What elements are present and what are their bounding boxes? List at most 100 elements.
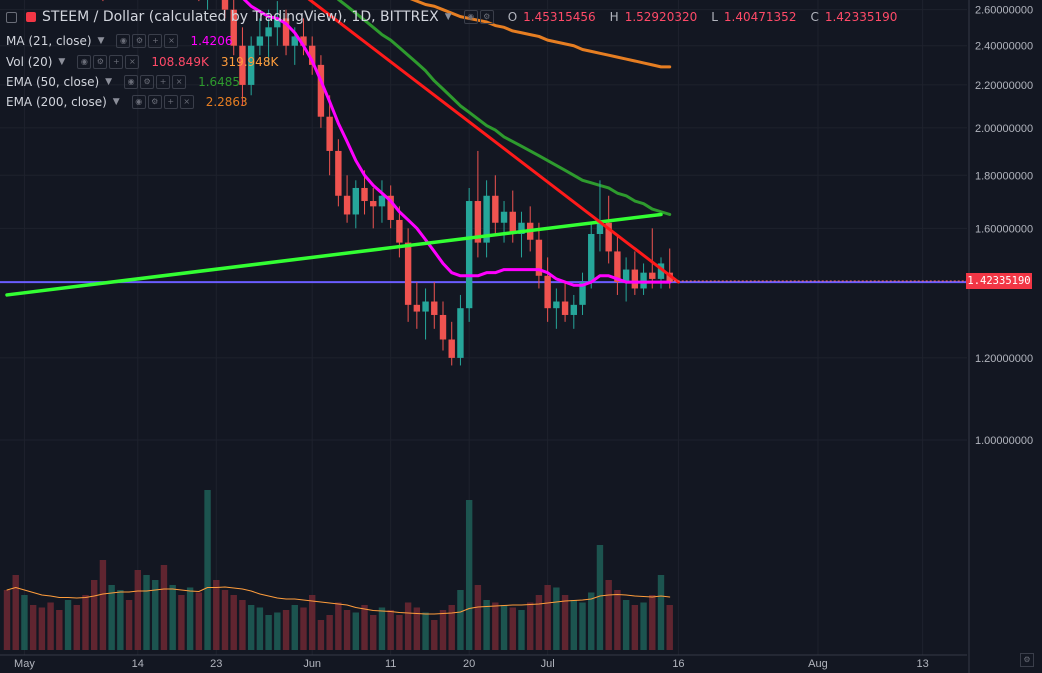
chevron-down-icon[interactable]: ▼: [105, 77, 113, 87]
volume-bar: [544, 585, 551, 650]
volume-bar: [204, 490, 211, 650]
candle-body: [492, 195, 499, 223]
candle-body: [274, 18, 281, 28]
price-tick-label: 1.60000000: [975, 223, 1033, 235]
eye-icon[interactable]: ◉: [131, 95, 146, 109]
symbol-title[interactable]: STEEM / Dollar (calculated by TradingVie…: [42, 9, 439, 25]
indicator-name[interactable]: EMA (50, close): [6, 75, 100, 89]
price-tick-label: 2.20000000: [975, 80, 1033, 92]
candle-body: [396, 219, 403, 243]
candle-body: [300, 36, 307, 46]
gear-icon[interactable]: ⚙: [132, 34, 147, 48]
close-icon[interactable]: ×: [125, 55, 140, 69]
candle-body: [230, 9, 237, 46]
time-tick-label: Jul: [541, 658, 555, 670]
candle-body: [265, 27, 272, 37]
volume-bar: [361, 605, 368, 650]
indicator-toolbar[interactable]: ◉ ⚙ + ×: [77, 55, 140, 69]
volume-bar: [73, 605, 80, 650]
add-icon[interactable]: +: [148, 34, 163, 48]
volume-bar: [352, 612, 359, 650]
indicator-volume[interactable]: Vol (20) ▼ ◉ ⚙ + × 108.849K 319.948K: [6, 53, 278, 71]
candle-body: [448, 339, 455, 358]
add-icon[interactable]: +: [109, 55, 124, 69]
candle-body: [422, 301, 429, 312]
volume-bar: [134, 570, 141, 650]
candle-body: [335, 150, 342, 196]
time-tick-label: 23: [210, 658, 222, 670]
indicator-ema50[interactable]: EMA (50, close) ▼ ◉ ⚙ + × 1.6485: [6, 73, 240, 91]
candle-body: [535, 239, 543, 276]
volume-bar: [570, 600, 577, 650]
candle-body: [361, 187, 368, 202]
volume-bar: [553, 587, 560, 650]
close-icon[interactable]: ×: [164, 34, 179, 48]
volume-bar: [291, 605, 298, 650]
eye-icon[interactable]: ◉: [77, 55, 92, 69]
volume-bar: [387, 610, 394, 650]
candle-body: [309, 45, 316, 65]
time-tick-label: 14: [132, 658, 144, 670]
gear-icon[interactable]: ⚙: [93, 55, 108, 69]
indicator-ma21[interactable]: MA (21, close) ▼ ◉ ⚙ + × 1.4206: [6, 32, 232, 50]
indicator-toolbar[interactable]: ◉ ⚙ + ×: [131, 95, 194, 109]
candle-body: [614, 251, 621, 283]
time-tick-label: May: [14, 658, 35, 670]
volume-bar: [213, 580, 220, 650]
eye-icon[interactable]: ◉: [116, 34, 131, 48]
candle-body: [247, 45, 255, 85]
volume-bar: [12, 575, 19, 650]
last-price-label: 1.42335190: [966, 273, 1032, 289]
volume-bar: [500, 605, 508, 650]
volume-bar: [396, 615, 403, 650]
eye-icon[interactable]: ◉: [463, 10, 478, 24]
candle-body: [282, 18, 290, 46]
candle-body: [666, 272, 673, 283]
chevron-down-icon[interactable]: ▼: [444, 12, 452, 22]
volume-bar: [56, 610, 63, 650]
price-tick-label: 2.60000000: [975, 5, 1033, 17]
ma21-line: [242, 0, 672, 287]
eye-icon[interactable]: ◉: [124, 75, 139, 89]
candle-body: [457, 308, 464, 358]
time-tick-label: 20: [463, 658, 475, 670]
candle-body: [256, 36, 264, 46]
indicator-name[interactable]: MA (21, close): [6, 34, 92, 48]
indicator-value: 108.849K: [151, 55, 209, 69]
indicator-ema200[interactable]: EMA (200, close) ▼ ◉ ⚙ + × 2.2863: [6, 93, 248, 111]
chevron-down-icon[interactable]: ▼: [97, 36, 105, 46]
gear-icon[interactable]: ⚙: [147, 95, 162, 109]
indicator-toolbar[interactable]: ◉ ⚙ + ×: [116, 34, 179, 48]
volume-bar: [474, 585, 482, 650]
volume-bar: [108, 585, 115, 650]
volume-bar: [335, 602, 342, 650]
gear-icon[interactable]: ⚙: [479, 10, 494, 24]
chevron-down-icon[interactable]: ▼: [58, 57, 66, 67]
volume-bar: [274, 612, 281, 650]
volume-bar: [47, 602, 54, 650]
volume-bar: [82, 595, 89, 650]
close-icon[interactable]: ×: [179, 95, 194, 109]
add-icon[interactable]: +: [163, 95, 178, 109]
price-tick-label: 1.80000000: [975, 170, 1033, 182]
candle-body: [588, 233, 595, 283]
indicator-toolbar[interactable]: ◉ ⚙ + ×: [124, 75, 187, 89]
candle-body: [649, 272, 656, 279]
gear-icon[interactable]: ⚙: [140, 75, 155, 89]
volume-bar: [91, 580, 98, 650]
candle-body: [465, 201, 473, 309]
volume-bar: [465, 500, 473, 650]
indicator-name[interactable]: EMA (200, close): [6, 95, 107, 109]
chevron-down-icon[interactable]: ▼: [112, 97, 120, 107]
volume-bar: [160, 565, 168, 650]
collapse-icon[interactable]: [6, 11, 17, 23]
symbol-legend[interactable]: STEEM / Dollar (calculated by TradingVie…: [6, 8, 897, 26]
settings-icon[interactable]: ⚙: [1020, 653, 1034, 667]
symbol-toolbar[interactable]: ◉ ⚙: [463, 10, 494, 24]
indicator-name[interactable]: Vol (20): [6, 55, 53, 69]
add-icon[interactable]: +: [156, 75, 171, 89]
candle-body: [221, 0, 229, 10]
close-icon[interactable]: ×: [172, 75, 187, 89]
